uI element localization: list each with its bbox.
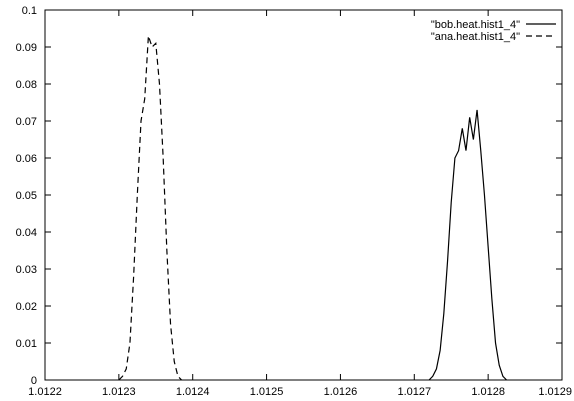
series-line-0 — [428, 109, 508, 381]
legend-label-1: "ana.heat.hist1_4" — [431, 31, 520, 43]
x-tick-label: 1.0129 — [538, 386, 572, 398]
y-tick-label: 0.1 — [22, 5, 37, 17]
y-tick-label: 0.03 — [16, 264, 37, 276]
y-tick-label: 0.04 — [16, 227, 37, 239]
x-axis-ticks: 1.0122 1.0123 1.0124 1.0125 1.0126 1.0127 1.01… — [28, 10, 572, 398]
y-tick-label: 0.01 — [16, 338, 37, 350]
x-tick-label: 1.0122 — [28, 386, 62, 398]
y-tick-label: 0.05 — [16, 190, 37, 202]
legend: "bob.heat.hist1_4""ana.heat.hist1_4" — [431, 19, 556, 43]
y-tick-label: 0.08 — [16, 79, 37, 91]
x-tick-label: 1.0123 — [102, 386, 136, 398]
y-tick-label: 0.09 — [16, 42, 37, 54]
legend-label-0: "bob.heat.hist1_4" — [431, 19, 520, 31]
x-tick-label: 1.0127 — [397, 386, 431, 398]
y-tick-label: 0 — [31, 375, 37, 387]
series-layer — [118, 35, 508, 381]
x-tick-label: 1.0128 — [471, 386, 505, 398]
y-tick-label: 0.02 — [16, 301, 37, 313]
y-axis-ticks: 0 0.01 0.02 0.03 0.04 0.05 0.06 0.07 0.08 0.09 0.1 — [16, 5, 562, 387]
y-tick-label: 0.06 — [16, 153, 37, 165]
series-line-1 — [118, 35, 183, 381]
y-tick-label: 0.07 — [16, 116, 37, 128]
x-tick-label: 1.0125 — [250, 386, 284, 398]
x-tick-label: 1.0126 — [324, 386, 358, 398]
x-tick-label: 1.0124 — [176, 386, 210, 398]
